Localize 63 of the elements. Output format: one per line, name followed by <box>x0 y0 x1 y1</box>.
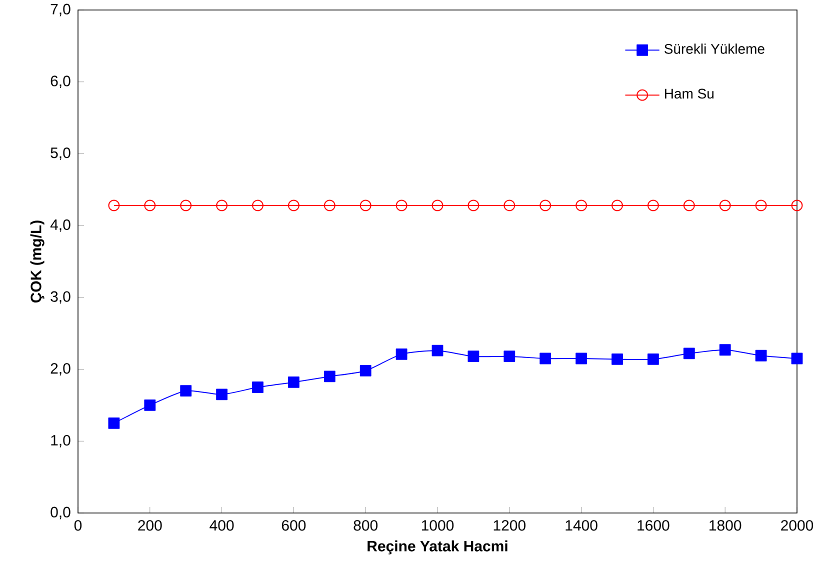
point <box>540 200 552 212</box>
point <box>648 354 659 365</box>
point <box>504 350 516 362</box>
x-tick-label: 400 <box>210 520 234 531</box>
point <box>108 200 120 212</box>
point <box>396 200 408 212</box>
point <box>612 200 623 212</box>
point <box>683 200 695 212</box>
x-tick-label: 1400 <box>566 520 598 531</box>
y-tick-label: 5,0 <box>50 148 70 160</box>
x-tick-label: 0 <box>74 520 82 531</box>
point <box>468 350 480 362</box>
point <box>540 352 552 364</box>
point <box>396 348 408 360</box>
y-tick-label: 4,0 <box>50 219 70 232</box>
point <box>216 200 228 212</box>
y-tick-label: 1,0 <box>51 434 70 448</box>
point <box>216 388 228 400</box>
point <box>648 200 659 212</box>
point <box>360 365 372 376</box>
x-tick-label: 1000 <box>422 520 454 531</box>
point <box>612 354 623 365</box>
y-tick-label: 7,0 <box>50 4 70 16</box>
point <box>755 350 767 362</box>
point <box>360 200 372 212</box>
point <box>755 200 767 212</box>
legend-label: Ham Su <box>665 88 714 99</box>
point <box>432 344 444 356</box>
point <box>252 200 264 212</box>
y-tick-label: 6,0 <box>50 76 70 88</box>
x-tick-label: 200 <box>138 520 162 531</box>
point <box>576 200 588 212</box>
x-tick-label: 800 <box>354 520 378 531</box>
x-tick-label: 2000 <box>781 520 814 531</box>
point <box>252 382 264 393</box>
y-tick-label: 2,0 <box>50 363 70 376</box>
x-tick-label: 1800 <box>710 520 742 531</box>
point <box>468 200 480 212</box>
point <box>719 344 731 356</box>
x-tick-label: 1600 <box>638 520 670 531</box>
point <box>180 385 192 397</box>
point <box>791 200 803 212</box>
point <box>144 400 156 411</box>
point <box>324 370 336 382</box>
y-tick-label: 3,0 <box>50 291 70 304</box>
y-axis-title: ÇOK (mg/L) <box>30 220 44 303</box>
legend-label: Sürekli Yükleme <box>664 44 764 54</box>
y-tick-label: 0,0 <box>50 506 70 520</box>
point <box>144 200 156 212</box>
point <box>288 376 300 388</box>
point <box>324 200 336 212</box>
point <box>288 200 300 212</box>
point <box>108 417 120 429</box>
point <box>180 200 192 212</box>
x-axis-title: Reçine Yatak Hacmi <box>368 540 508 554</box>
x-tick-label: 600 <box>282 520 306 531</box>
point <box>432 200 444 212</box>
point <box>576 352 588 364</box>
x-tick-label: 1200 <box>494 520 526 531</box>
point <box>791 352 803 364</box>
point <box>683 348 695 360</box>
point <box>719 200 731 212</box>
point <box>504 200 516 212</box>
